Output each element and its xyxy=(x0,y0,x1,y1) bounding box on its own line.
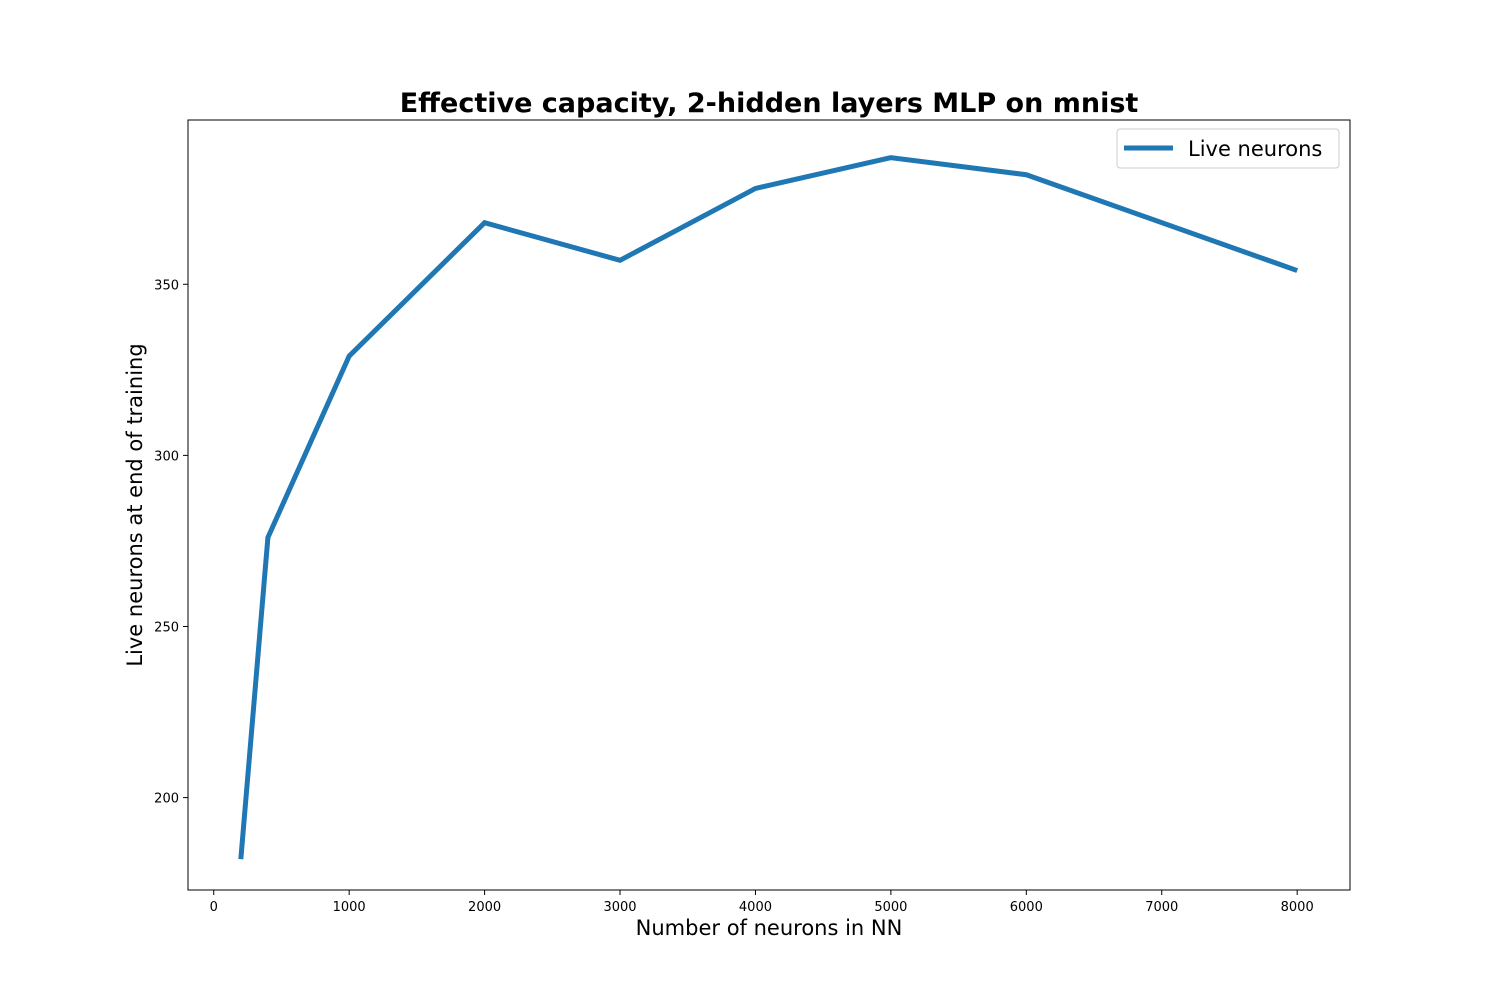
y-tick-label: 250 xyxy=(154,620,179,635)
y-tick-label: 200 xyxy=(154,792,179,807)
legend: Live neurons xyxy=(1116,128,1340,169)
x-tick-label: 4000 xyxy=(739,900,772,915)
series-line-0 xyxy=(238,155,1299,860)
x-tick-label: 0 xyxy=(210,900,218,915)
x-tick-label: 1000 xyxy=(333,900,366,915)
chart-title: Effective capacity, 2-hidden layers MLP … xyxy=(400,88,1139,119)
x-tick-label: 3000 xyxy=(603,900,636,915)
series-layer xyxy=(238,155,1299,860)
y-tick-label: 300 xyxy=(154,449,179,464)
legend-entry-live-neurons: Live neurons xyxy=(1188,137,1322,161)
y-axis-ticks: 200 250 300 350 xyxy=(154,278,188,807)
legend-box xyxy=(1116,128,1340,169)
x-axis-label: Number of neurons in NN xyxy=(636,916,903,940)
x-tick-label: 5000 xyxy=(874,900,907,915)
y-tick-label: 350 xyxy=(154,278,179,293)
plot-area-frame xyxy=(187,119,1351,891)
x-tick-label: 6000 xyxy=(1010,900,1043,915)
y-axis-label: Live neurons at end of training xyxy=(123,343,147,666)
x-tick-label: 8000 xyxy=(1281,900,1314,915)
x-tick-label: 7000 xyxy=(1145,900,1178,915)
x-axis-ticks: 0 1000 2000 3000 4000 5000 6000 7000 8000 xyxy=(210,890,1314,915)
x-tick-label: 2000 xyxy=(468,900,501,915)
